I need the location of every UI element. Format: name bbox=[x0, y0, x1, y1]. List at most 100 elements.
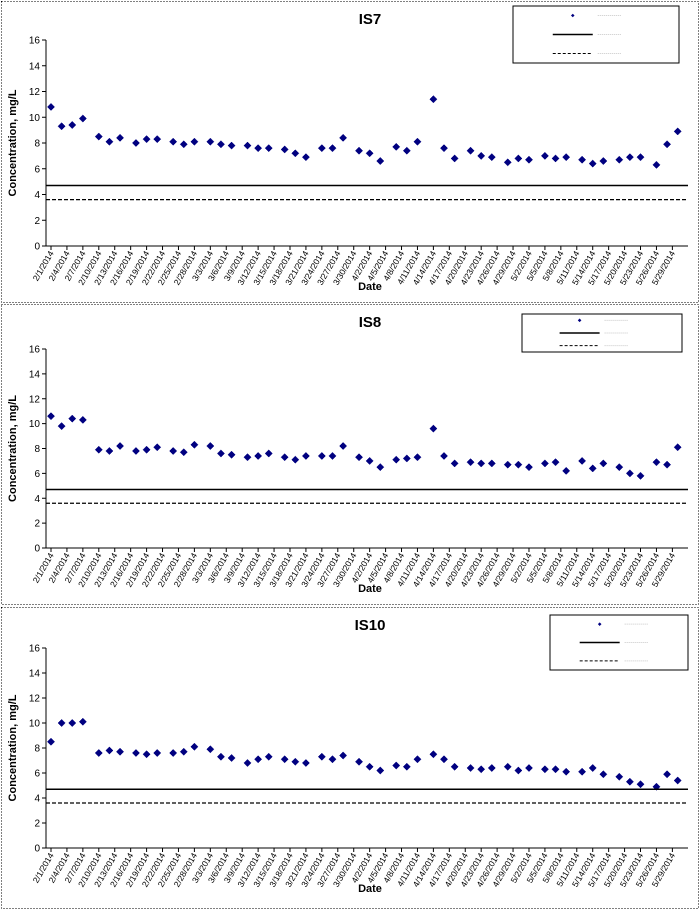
legend bbox=[521, 313, 683, 353]
data-point bbox=[216, 752, 225, 761]
data-series-points bbox=[47, 717, 682, 791]
data-point bbox=[477, 151, 486, 160]
data-point bbox=[216, 140, 225, 149]
data-point bbox=[179, 747, 188, 756]
data-point bbox=[105, 746, 114, 755]
y-tick-label: 12 bbox=[29, 694, 41, 705]
data-point bbox=[503, 460, 512, 469]
data-point bbox=[540, 459, 549, 468]
data-point bbox=[105, 137, 114, 146]
data-point bbox=[440, 452, 448, 460]
data-point bbox=[514, 766, 523, 775]
data-point bbox=[264, 144, 273, 153]
data-point bbox=[514, 154, 523, 163]
data-point bbox=[105, 447, 114, 455]
data-point bbox=[365, 149, 374, 158]
data-point bbox=[179, 448, 188, 457]
data-point bbox=[142, 135, 151, 144]
data-point bbox=[487, 153, 496, 162]
data-point bbox=[429, 424, 438, 433]
y-tick-label: 8 bbox=[34, 444, 40, 455]
data-point bbox=[477, 459, 486, 468]
data-point bbox=[243, 141, 252, 150]
panel-border bbox=[1, 304, 699, 605]
data-point bbox=[365, 762, 374, 771]
data-point bbox=[525, 764, 533, 772]
y-tick-label: 16 bbox=[29, 345, 41, 356]
data-point bbox=[153, 443, 162, 452]
data-point bbox=[47, 412, 55, 421]
y-axis-title: Concentration, mg/L bbox=[7, 395, 19, 502]
data-point bbox=[301, 153, 310, 162]
data-point bbox=[94, 445, 103, 454]
data-point bbox=[169, 137, 178, 146]
data-point bbox=[280, 755, 289, 764]
data-point bbox=[179, 140, 188, 149]
data-series-points bbox=[47, 95, 682, 169]
data-point bbox=[663, 140, 672, 149]
y-tick-label: 14 bbox=[29, 61, 41, 72]
y-tick-label: 8 bbox=[34, 139, 40, 150]
data-point bbox=[578, 155, 587, 164]
data-point bbox=[402, 454, 411, 463]
chart-title: IS10 bbox=[355, 617, 386, 634]
data-point bbox=[142, 750, 151, 759]
data-point bbox=[328, 144, 337, 153]
y-axis-title: Concentration, mg/L bbox=[7, 89, 19, 196]
data-point bbox=[264, 752, 273, 761]
data-point bbox=[280, 453, 289, 462]
y-tick-label: 0 bbox=[34, 242, 40, 253]
data-point bbox=[625, 153, 634, 162]
data-point bbox=[599, 157, 608, 165]
data-point bbox=[588, 159, 597, 168]
data-point bbox=[264, 449, 273, 458]
data-point bbox=[503, 762, 512, 771]
y-tick-label: 4 bbox=[34, 494, 40, 505]
data-point bbox=[615, 463, 624, 472]
y-tick-label: 2 bbox=[34, 519, 40, 530]
data-point bbox=[355, 757, 363, 766]
data-point bbox=[94, 749, 103, 757]
data-point bbox=[429, 750, 438, 759]
data-point bbox=[301, 759, 310, 767]
data-point bbox=[540, 151, 549, 160]
y-tick-label: 16 bbox=[29, 36, 41, 47]
legend bbox=[549, 614, 689, 671]
data-point bbox=[663, 460, 672, 469]
data-point bbox=[57, 719, 66, 727]
legend-marker-diamond bbox=[577, 318, 582, 323]
data-point bbox=[339, 133, 348, 142]
data-point bbox=[673, 443, 682, 452]
data-point bbox=[673, 776, 682, 785]
y-tick-label: 0 bbox=[34, 844, 40, 855]
data-point bbox=[392, 142, 401, 151]
data-point bbox=[190, 440, 199, 449]
data-point bbox=[429, 95, 438, 104]
data-point bbox=[339, 442, 348, 450]
data-point bbox=[206, 745, 215, 754]
y-tick-label: 2 bbox=[34, 819, 40, 830]
legend-marker-diamond bbox=[597, 622, 602, 626]
data-point bbox=[339, 751, 348, 760]
y-tick-label: 10 bbox=[29, 419, 41, 430]
y-tick-label: 10 bbox=[29, 113, 41, 124]
data-point bbox=[503, 158, 512, 167]
data-point bbox=[243, 759, 252, 767]
data-point bbox=[466, 458, 475, 467]
data-point bbox=[116, 747, 124, 756]
data-point bbox=[525, 463, 533, 472]
data-point bbox=[68, 719, 77, 727]
data-point bbox=[376, 157, 385, 165]
data-point bbox=[301, 452, 310, 460]
data-point bbox=[450, 154, 459, 163]
data-point bbox=[328, 755, 337, 764]
y-tick-label: 14 bbox=[29, 669, 41, 680]
data-point bbox=[216, 449, 225, 458]
data-point bbox=[466, 146, 475, 155]
data-point bbox=[116, 442, 124, 450]
data-point bbox=[450, 459, 459, 468]
data-point bbox=[68, 121, 77, 129]
data-point bbox=[291, 149, 300, 158]
